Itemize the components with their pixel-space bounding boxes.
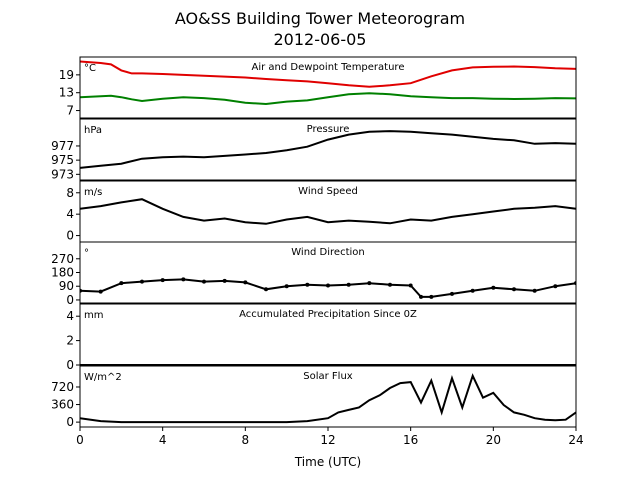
y-tick-label: 180 — [51, 266, 74, 280]
x-axis-label: Time (UTC) — [294, 455, 361, 469]
x-tick-label: 8 — [242, 433, 250, 447]
data-point — [98, 289, 103, 294]
panel-3 — [80, 277, 576, 299]
data-point — [429, 294, 434, 299]
panel-unit: W/m^2 — [84, 372, 122, 383]
y-tick-label: 2 — [66, 334, 74, 348]
data-point — [553, 284, 558, 289]
data-point — [264, 287, 268, 292]
series-0-1 — [80, 92, 576, 106]
series-1-0 — [80, 130, 576, 169]
figure-title-line1: AO&SS Building Tower Meteorogram — [175, 9, 465, 28]
y-tick-label: 0 — [66, 415, 74, 429]
panel-2 — [80, 198, 576, 225]
data-point — [119, 281, 124, 286]
panel-unit: °C — [84, 63, 96, 74]
series-3-0 — [80, 278, 576, 298]
panel-title: Pressure — [307, 124, 350, 135]
y-tick-label: 720 — [51, 380, 74, 394]
series-0-0 — [80, 60, 576, 88]
y-tick-label: 0 — [66, 358, 74, 372]
series-2-0 — [80, 198, 576, 225]
data-point — [326, 283, 330, 288]
data-point — [470, 288, 475, 293]
panel-title: Wind Speed — [298, 186, 358, 197]
x-tick-label: 20 — [486, 433, 501, 447]
y-tick-label: 4 — [66, 207, 74, 221]
x-tick-label: 4 — [159, 433, 167, 447]
data-point — [388, 282, 392, 287]
data-point — [160, 278, 165, 283]
data-point — [202, 279, 206, 284]
y-tick-label: 0 — [66, 229, 74, 243]
panel-5 — [80, 373, 576, 424]
x-tick-label: 12 — [320, 433, 335, 447]
data-point — [450, 291, 454, 296]
series-5-0 — [80, 373, 576, 424]
panel-unit: hPa — [84, 125, 102, 136]
y-tick-label: 360 — [51, 398, 74, 412]
x-tick-label: 0 — [76, 433, 84, 447]
data-point — [512, 287, 516, 292]
data-point — [243, 280, 248, 285]
data-point — [346, 282, 351, 287]
y-tick-label: 8 — [66, 186, 74, 200]
x-tick-label: 24 — [568, 433, 583, 447]
panel-1 — [80, 130, 576, 169]
data-point — [532, 288, 537, 293]
data-point — [284, 284, 289, 289]
y-tick-label: 977 — [51, 139, 74, 153]
data-point — [305, 282, 310, 287]
panel-frame — [79, 303, 577, 366]
panel-title: Accumulated Precipitation Since 0Z — [239, 309, 417, 320]
y-tick-label: 270 — [51, 252, 74, 266]
y-tick-label: 13 — [59, 86, 74, 100]
y-tick-label: 4 — [66, 309, 74, 323]
panel-title: Air and Dewpoint Temperature — [252, 62, 405, 73]
data-point — [367, 281, 372, 286]
data-point — [491, 285, 496, 290]
panel-unit: ° — [84, 248, 89, 259]
data-point — [408, 283, 413, 288]
data-point — [181, 277, 186, 282]
y-tick-label: 0 — [66, 293, 74, 307]
panel-title: Solar Flux — [303, 371, 353, 382]
x-tick-label: 16 — [403, 433, 418, 447]
panel-frame — [79, 56, 577, 119]
figure-title-line2: 2012-06-05 — [274, 30, 367, 49]
y-tick-label: 7 — [66, 104, 74, 118]
panel-0 — [80, 60, 576, 106]
data-point — [419, 294, 423, 299]
x-axis: 0 4 8 12 16 20 24 — [76, 427, 584, 447]
panel-unit: m/s — [84, 187, 102, 198]
data-point — [140, 279, 144, 284]
data-point — [222, 278, 227, 283]
y-tick-label: 973 — [51, 167, 74, 181]
panel-frame — [79, 118, 577, 181]
y-tick-label: 90 — [59, 279, 74, 293]
y-tick-label: 975 — [51, 153, 74, 167]
panel-title: Wind Direction — [291, 247, 365, 258]
panel-unit: mm — [84, 310, 103, 321]
y-tick-label: 19 — [59, 68, 74, 82]
